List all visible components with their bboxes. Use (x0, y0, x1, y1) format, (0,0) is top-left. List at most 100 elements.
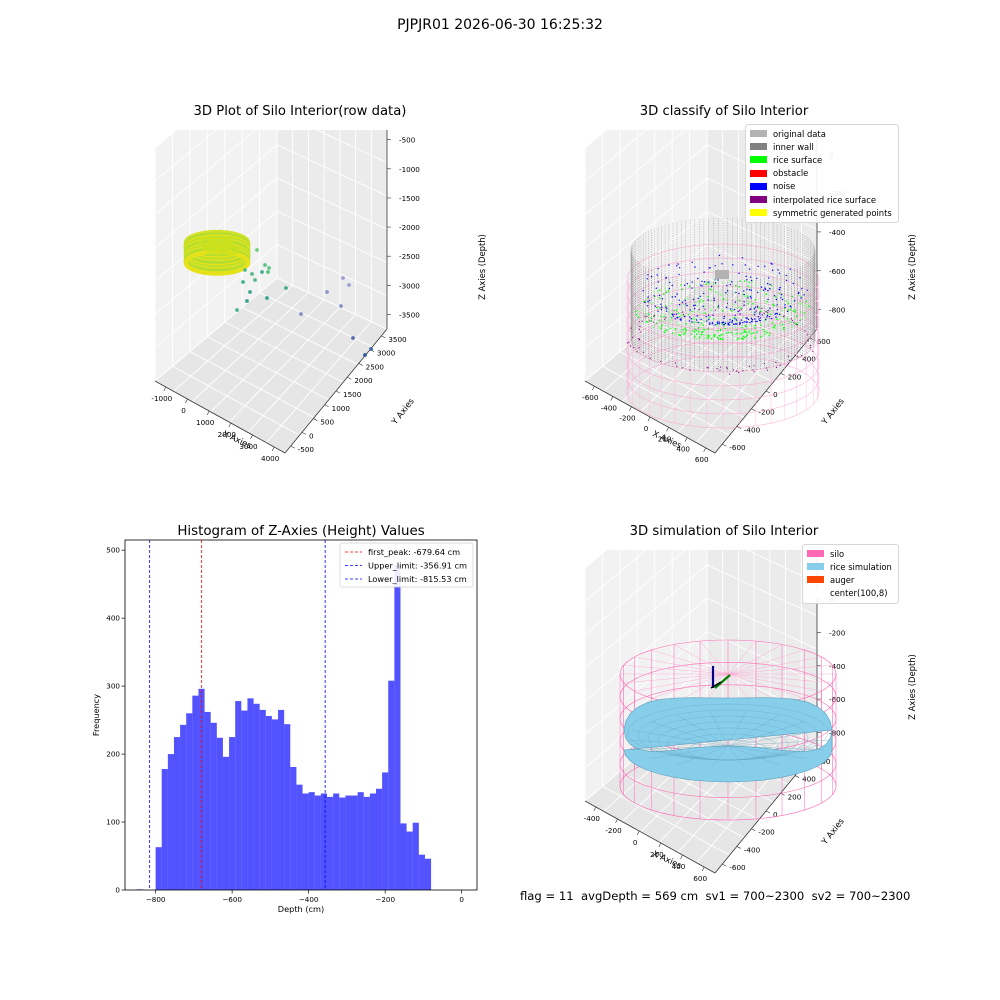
noise-point (665, 306, 667, 308)
rice-surface-point (736, 320, 738, 323)
noise-point (642, 290, 644, 292)
noise-point (743, 301, 745, 303)
rice-surface-point (783, 317, 786, 319)
rice-surface-point (745, 331, 747, 333)
noise-point (756, 320, 758, 322)
legend-swatch (750, 130, 767, 138)
rice-surface-point (682, 332, 685, 334)
x-tick-label: 0 (459, 895, 464, 904)
rice-surface-point (719, 328, 722, 331)
noise-point (757, 291, 759, 294)
rice-surface-point (750, 330, 752, 332)
classify-legend: original data inner wall rice surface obsta… (745, 124, 899, 224)
interpolated-point (719, 369, 721, 371)
histogram-bar (320, 793, 328, 890)
noise-point (792, 282, 794, 285)
rice-surface-point (735, 317, 738, 319)
rice-surface-point (707, 334, 709, 337)
rice-surface-point (732, 335, 735, 338)
interpolated-point (642, 351, 644, 353)
interpolated-point (638, 328, 640, 330)
noise-point (683, 315, 686, 318)
noise-point (789, 268, 791, 270)
noise-point (731, 321, 733, 323)
legend-label: rice surface (773, 154, 823, 165)
histogram-bar (198, 688, 205, 890)
rice-surface-point (670, 319, 672, 321)
histogram-bar (241, 710, 248, 890)
rice-surface-point (787, 302, 790, 305)
interpolated-point (630, 327, 632, 329)
rice-surface-point (695, 330, 697, 333)
interpolated-point (676, 365, 678, 367)
y-tick (324, 404, 329, 408)
y-tick-label: 3500 (388, 335, 407, 344)
rice-surface-point (716, 329, 718, 332)
z-tick-label: -500 (399, 136, 416, 145)
noise-point (739, 313, 741, 315)
rice-surface-point (689, 312, 691, 314)
histogram-bar (259, 709, 266, 890)
rice-surface-point (683, 333, 686, 336)
noise-point (782, 298, 784, 301)
noise-point (701, 280, 703, 282)
noise-point (709, 267, 711, 269)
histogram-bar (302, 793, 309, 890)
rice-surface-point (647, 316, 649, 318)
rice-mesh-line (676, 714, 729, 747)
rice-surface-point (730, 310, 733, 312)
rice-surface-point (775, 296, 777, 298)
noise-point (745, 317, 747, 319)
noise-point (674, 318, 676, 320)
histogram-bar (271, 719, 279, 890)
y-tick-label: -200 (758, 408, 775, 417)
rice-surface-point (764, 332, 767, 335)
noise-point (700, 284, 702, 286)
y-tick-label: 200 (106, 750, 120, 759)
floor-grid-line (637, 336, 759, 401)
interpolated-point (767, 312, 769, 314)
rice-surface-point (773, 326, 776, 328)
histogram-bar (327, 796, 334, 890)
rice-surface-point (794, 318, 796, 320)
noise-point (749, 276, 752, 278)
rice-surface-point (724, 327, 726, 330)
noise-point (646, 278, 648, 280)
y-tick-label: 300 (106, 682, 120, 691)
noise-point (751, 319, 754, 321)
raw-data-point (255, 248, 259, 252)
rice-surface-point (779, 324, 781, 326)
z-tick-label: -1500 (399, 194, 420, 203)
noise-point (703, 292, 705, 295)
raw-data-point (243, 268, 247, 272)
rice-surface-point (666, 325, 669, 327)
legend-label: silo (830, 548, 845, 559)
noise-point (750, 297, 752, 299)
rice-surface-point (691, 318, 694, 321)
rice-surface-point (669, 321, 672, 323)
noise-point (776, 309, 779, 311)
rice-surface-point (666, 329, 668, 331)
rice-surface-point (678, 315, 681, 318)
noise-point (742, 321, 744, 324)
rice-surface-point (720, 294, 722, 296)
rice-surface-point (734, 333, 737, 336)
noise-point (691, 287, 693, 289)
histogram-bar (284, 724, 291, 890)
y-tick (313, 418, 318, 421)
rice-surface-point (659, 307, 661, 309)
y-tick-label: 0 (773, 810, 778, 819)
rice-surface-point (650, 319, 653, 322)
noise-point (647, 301, 649, 303)
z-axis-label: Z Axies (Depth) (907, 234, 917, 300)
raw-data-point (339, 304, 343, 308)
raw-data-point (284, 286, 288, 290)
x-tick (592, 386, 595, 391)
floor-grid-line (189, 351, 315, 418)
histogram-bar (351, 795, 358, 890)
rice-surface-point (766, 300, 768, 303)
interpolated-point (753, 365, 755, 367)
rice-surface-point (670, 327, 672, 330)
rice-surface-point (710, 289, 713, 291)
interpolated-point (796, 324, 798, 326)
